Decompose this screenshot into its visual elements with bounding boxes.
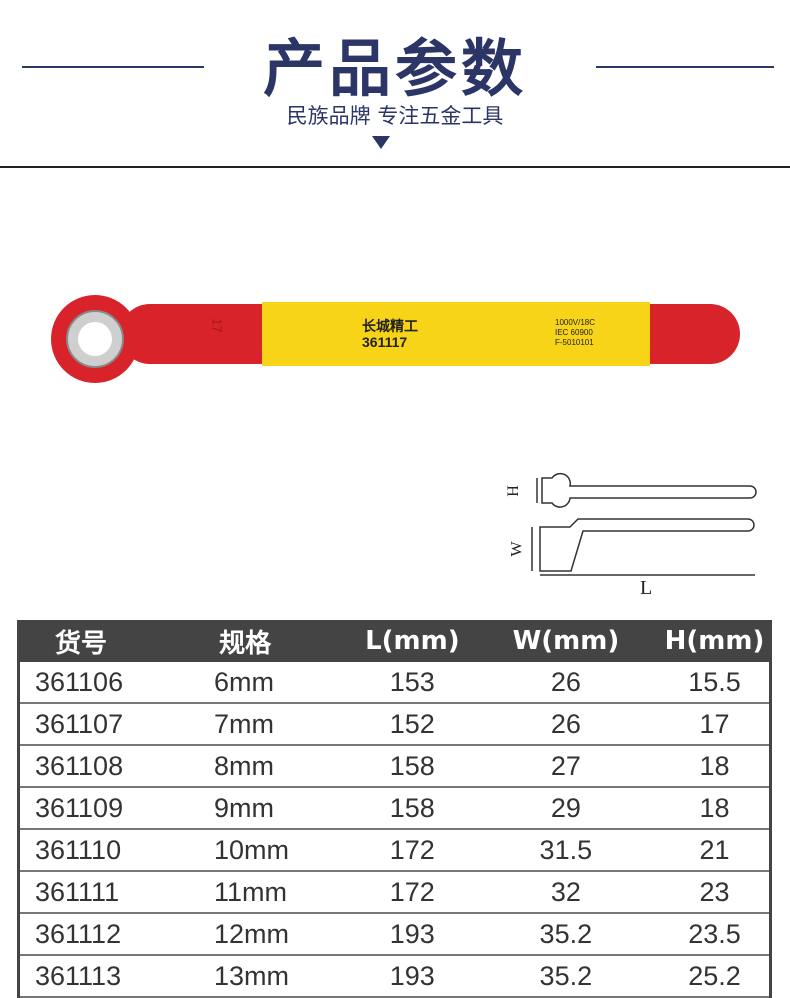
table-cell: 32 (550, 876, 581, 907)
table-cell: 10mm (214, 834, 290, 865)
table-row: 361110 10mm 172 31.5 21 (20, 830, 769, 872)
table-row: 361111 11mm 172 32 23 (20, 872, 769, 914)
brand-label: 长城精工 (362, 318, 418, 334)
table-cell: 23 (699, 876, 730, 907)
table-cell: 15.5 (688, 666, 741, 697)
table-row: 361109 9mm 158 29 18 (20, 788, 769, 830)
table-row: 361107 7mm 152 26 17 (20, 704, 769, 746)
table-cell: 9mm (214, 792, 275, 823)
table-row: 361112 12mm 193 35.2 23.5 (20, 914, 769, 956)
w-label: W (508, 541, 526, 557)
page-title: 产品参数 (262, 32, 527, 105)
table-cell: 193 (389, 960, 435, 991)
table-row: 361108 8mm 158 27 18 (20, 746, 769, 788)
cert-line: F-5010101 (555, 338, 594, 347)
table-cell: 172 (389, 834, 435, 865)
table-cell: 361113 (35, 960, 122, 991)
divider (0, 166, 790, 168)
table-cell: 158 (389, 792, 435, 823)
title-rule-right (596, 66, 774, 68)
table-cell: 6mm (214, 666, 275, 697)
table-cell: 31.5 (539, 834, 593, 865)
l-label: L (640, 577, 653, 599)
table-row: 361113 13mm 193 35.2 25.2 (20, 956, 769, 998)
table-cell: 361112 (35, 918, 122, 949)
table-cell: 27 (550, 750, 581, 781)
col-header: L(mm) (365, 626, 460, 656)
table-cell: 26 (550, 666, 581, 697)
dimension-diagram: H W L (500, 465, 770, 605)
table-cell: 361109 (35, 792, 124, 823)
table-cell: 361106 (35, 666, 124, 697)
table-cell: 12mm (214, 918, 290, 949)
table-cell: 361110 (35, 834, 122, 865)
table-cell: 17 (699, 708, 730, 739)
table-cell: 361108 (35, 750, 124, 781)
table-cell: 21 (699, 834, 730, 865)
table-cell: 23.5 (688, 918, 741, 949)
cert-line: 1000V/18C (555, 318, 596, 327)
title-rule-left (22, 66, 204, 68)
table-cell: 193 (389, 918, 435, 949)
model-label: 361117 (362, 334, 408, 350)
col-header: H(mm) (664, 626, 765, 656)
spec-table: 货号 规格 L(mm) W(mm) H(mm) 361106 6mm 153 26 15… (17, 620, 772, 998)
table-cell: 8mm (214, 750, 275, 781)
h-label: H (504, 485, 522, 497)
table-cell: 361111 (35, 876, 120, 907)
chevron-down-icon (372, 136, 390, 149)
table-header: 货号 规格 L(mm) W(mm) H(mm) (20, 620, 769, 662)
page-subtitle: 民族品牌 专注五金工具 (286, 104, 504, 128)
product-image: 17 长城精工 361117 1000V/18C IEC 60900 F-501… (40, 290, 745, 400)
table-cell: 152 (389, 708, 435, 739)
table-cell: 361107 (35, 708, 124, 739)
table-cell: 35.2 (539, 960, 593, 991)
table-cell: 18 (699, 792, 730, 823)
table-cell: 11mm (214, 876, 288, 907)
table-cell: 26 (550, 708, 581, 739)
table-cell: 13mm (214, 960, 290, 991)
table-cell: 7mm (214, 708, 275, 739)
table-cell: 172 (389, 876, 435, 907)
table-cell: 18 (699, 750, 730, 781)
col-header: 货号 (55, 628, 108, 659)
table-cell: 158 (389, 750, 435, 781)
cert-line: IEC 60900 (555, 328, 593, 337)
table-cell: 25.2 (688, 960, 741, 991)
size-mark: 17 (209, 318, 225, 333)
col-header: 规格 (219, 628, 272, 659)
table-cell: 35.2 (539, 918, 593, 949)
table-row: 361106 6mm 153 26 15.5 (20, 662, 769, 704)
col-header: W(mm) (512, 626, 620, 656)
table-cell: 153 (389, 666, 435, 697)
table-cell: 29 (550, 792, 581, 823)
